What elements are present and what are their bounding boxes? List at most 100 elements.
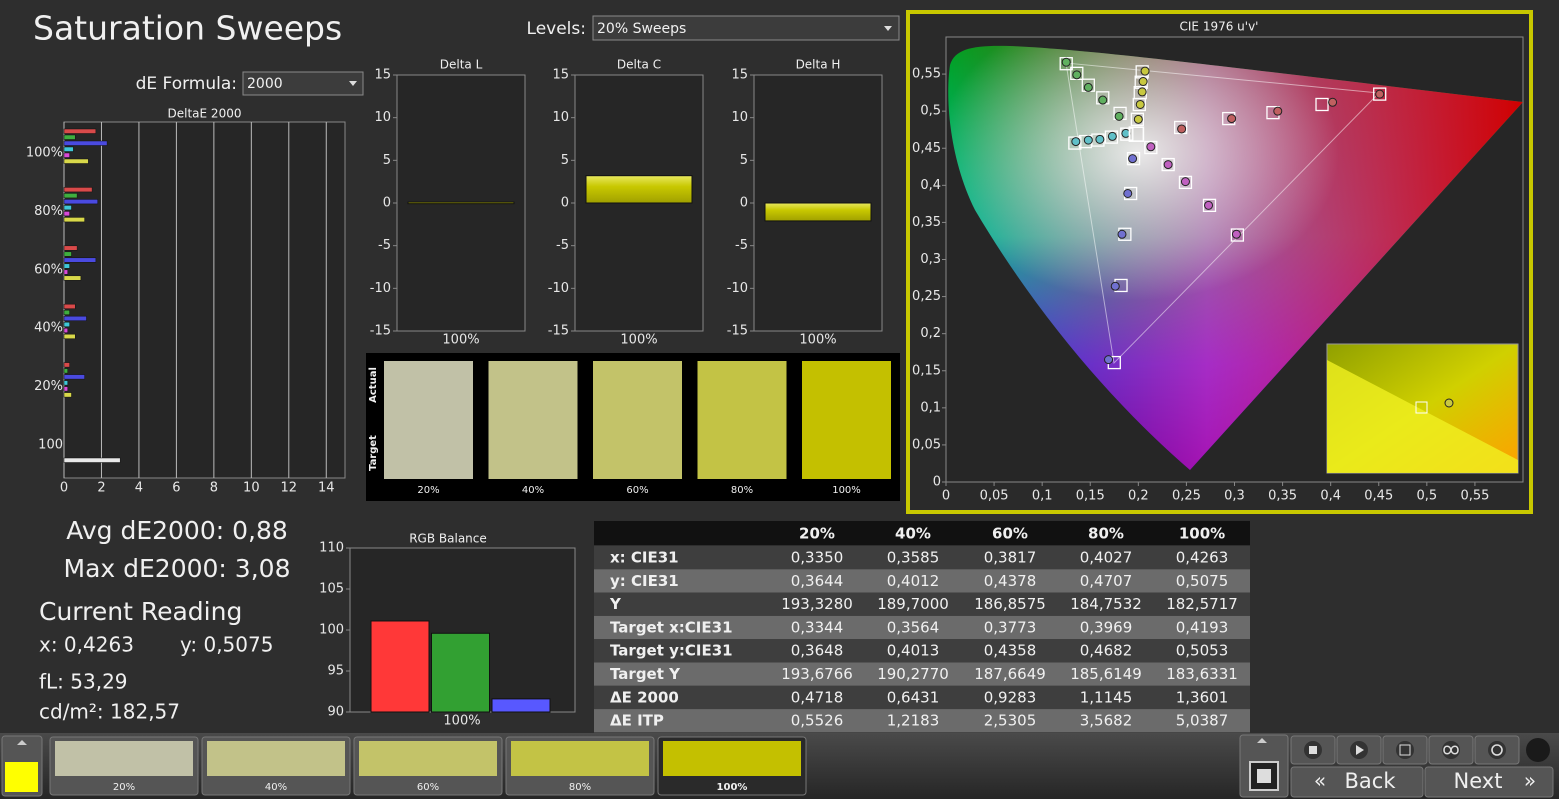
measured-point <box>1138 77 1148 86</box>
next-button[interactable] <box>1424 766 1554 798</box>
measured-point <box>1375 89 1385 99</box>
swatch-label: 100% <box>832 485 861 496</box>
icon-bg <box>1488 741 1506 759</box>
icon <box>1356 745 1364 755</box>
page-title: Saturation Sweeps <box>33 9 342 48</box>
x-tick-label: 0,4 <box>1320 489 1341 504</box>
measured-point <box>1328 97 1338 107</box>
measured-point <box>1110 281 1120 291</box>
table-cell: 5,0387 <box>1176 712 1229 730</box>
bar <box>63 392 72 398</box>
bar <box>585 175 693 204</box>
y-tick-label: 95 <box>327 664 344 679</box>
current-color <box>5 762 38 792</box>
dropdown-box[interactable] <box>242 71 364 96</box>
table-cell: 182,5717 <box>1166 595 1238 613</box>
dropdown-value: 2000 <box>247 76 283 92</box>
inset-target <box>1415 401 1428 414</box>
next-label: Next <box>1454 769 1503 793</box>
category-label: 100% <box>443 714 480 729</box>
x-tick-label: 6 <box>172 481 180 496</box>
measured-point <box>1177 124 1187 134</box>
x-tick-label: 12 <box>281 481 298 496</box>
table-cell: 0,5053 <box>1176 642 1229 660</box>
y-tick-label: 15 <box>552 68 569 83</box>
group-label: 60% <box>34 262 63 277</box>
bar <box>63 217 85 223</box>
column-header: 60% <box>992 525 1028 543</box>
bar <box>63 257 97 263</box>
table-cell: 187,6649 <box>974 665 1046 683</box>
y-tick-label: -10 <box>370 281 391 296</box>
chart-title: Delta L <box>440 58 483 72</box>
measured-point <box>1231 229 1241 239</box>
table-row-bg <box>594 685 1250 710</box>
measured-point <box>1083 82 1093 92</box>
measured-point <box>1204 200 1214 210</box>
y-tick-label: -5 <box>556 238 569 253</box>
bar <box>63 275 82 281</box>
table-cell: 190,2770 <box>877 665 949 683</box>
bar <box>63 245 78 251</box>
levels-dropdown[interactable]: 20% Sweeps <box>592 15 900 41</box>
icon-bg <box>1396 741 1414 759</box>
current-x: x: 0,4263 <box>39 633 134 657</box>
bar <box>63 269 68 275</box>
x-tick-label: 2 <box>97 481 105 496</box>
table-cell: 0,4682 <box>1080 642 1133 660</box>
target-point <box>1068 136 1082 150</box>
y-tick-label: -15 <box>370 324 391 339</box>
bar <box>63 457 121 463</box>
icon <box>1399 744 1411 756</box>
table-cell: 183,6331 <box>1166 665 1238 683</box>
x-tick-label: 0,5 <box>1416 489 1437 504</box>
dropdown-arrow <box>349 81 357 86</box>
y-tick-label: 0 <box>561 196 569 211</box>
table-cell: 0,3350 <box>791 549 844 567</box>
y-tick-label: 10 <box>374 110 391 125</box>
up-arrow <box>17 740 27 745</box>
group-label: 100 <box>38 438 63 453</box>
y-tick-label: 105 <box>319 582 344 597</box>
target-point <box>1161 157 1175 172</box>
target-point <box>1126 151 1141 166</box>
x-tick-label: 0,3 <box>1224 489 1245 504</box>
swatch-label: 20% <box>417 485 439 496</box>
chart-title: Delta C <box>617 58 661 72</box>
measured-point <box>1128 154 1138 164</box>
measured-point <box>1273 106 1283 116</box>
x-tick-label: 0,15 <box>1076 489 1105 504</box>
y-tick-label: -10 <box>548 281 569 296</box>
row-label: ΔE 2000 <box>610 688 679 706</box>
bar <box>63 309 70 315</box>
bar <box>63 362 70 368</box>
measured-point <box>1123 188 1133 198</box>
y-tick-label: 0,25 <box>912 289 941 304</box>
swatch-label: 60% <box>626 485 648 496</box>
dropdown-box[interactable] <box>592 15 900 41</box>
back-button[interactable] <box>1290 766 1424 798</box>
x-tick-label: 0,1 <box>1032 489 1053 504</box>
y-tick-label: 5 <box>740 153 748 168</box>
dropdown-arrow <box>884 26 892 31</box>
y-tick-label: 0 <box>933 475 941 490</box>
y-tick-label: -15 <box>727 324 748 339</box>
category-label: 100% <box>620 333 657 348</box>
bar <box>63 158 89 164</box>
row-label: Target Y <box>610 665 681 683</box>
table-cell: 0,4027 <box>1080 549 1133 567</box>
row-label: Target x:CIE31 <box>610 618 733 636</box>
patch-color <box>663 741 801 776</box>
formula-dropdown[interactable]: 2000 <box>242 71 364 96</box>
row-label: Target y:CIE31 <box>610 642 733 660</box>
table-cell: 3,5682 <box>1080 712 1133 730</box>
color-button[interactable] <box>1 735 43 797</box>
measured-point <box>1180 177 1190 187</box>
measured-point <box>1135 99 1145 109</box>
patch-color <box>511 741 649 776</box>
target-point <box>1373 87 1387 101</box>
bar <box>764 202 872 222</box>
